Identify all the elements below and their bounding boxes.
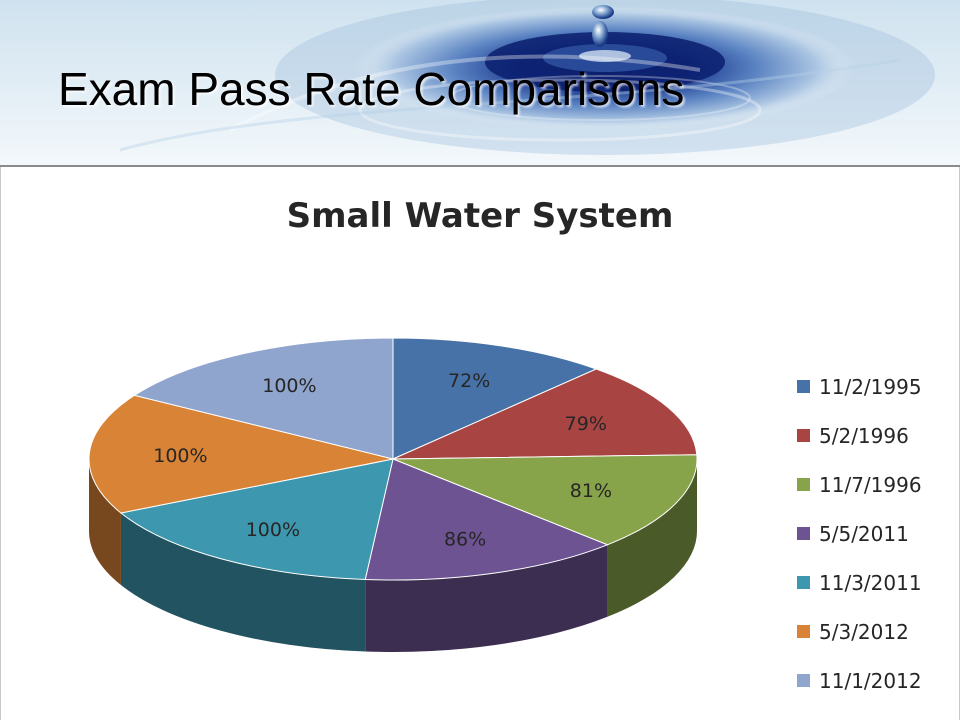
chart-legend: 11/2/1995 5/2/1996 11/7/1996 5/5/2011 11/3/2… <box>797 362 922 705</box>
header-divider <box>0 165 960 167</box>
slide-title: Exam Pass Rate Comparisons <box>58 63 685 115</box>
pie-data-labels: 72% 79% 81% 86% 100% 100% 100% <box>153 370 612 551</box>
pie-sides <box>89 459 697 652</box>
pie-slice-3 <box>392 454 698 546</box>
legend-swatch <box>797 674 810 687</box>
legend-item: 11/3/2011 <box>797 558 922 607</box>
legend-item: 11/1/2012 <box>797 656 922 705</box>
water-droplet-background <box>0 0 960 165</box>
legend-label: 11/7/1996 <box>819 472 922 497</box>
pie-slices <box>88 337 698 581</box>
legend-swatch <box>797 380 810 393</box>
pie-side-3 <box>607 459 697 617</box>
pie-slice-5 <box>119 458 394 581</box>
pie-data-label-2: 79% <box>565 413 607 435</box>
legend-label: 5/2/1996 <box>819 423 909 448</box>
pie-slice-2 <box>392 368 698 460</box>
pie-data-label-6: 100% <box>153 445 207 467</box>
pie-data-label-5: 100% <box>246 519 300 541</box>
pie-data-label-7: 100% <box>262 375 316 397</box>
legend-swatch <box>797 576 810 589</box>
pie-data-label-3: 81% <box>570 480 612 502</box>
legend-swatch <box>797 625 810 638</box>
pie-slice-1 <box>392 337 598 460</box>
droplet-icon <box>592 21 608 47</box>
pie-side-6 <box>89 459 121 585</box>
chart-title: Small Water System <box>286 196 674 236</box>
legend-swatch <box>797 527 810 540</box>
legend-label: 5/3/2012 <box>819 619 909 644</box>
legend-label: 11/3/2011 <box>819 570 922 595</box>
legend-swatch <box>797 478 810 491</box>
pie-slice-7 <box>133 337 394 460</box>
pie-data-label-4: 86% <box>444 529 486 551</box>
legend-label: 5/5/2011 <box>819 521 909 546</box>
pie-slice-6 <box>88 394 394 514</box>
pie-slice-4 <box>364 458 609 581</box>
legend-item: 11/7/1996 <box>797 460 922 509</box>
legend-item: 5/5/2011 <box>797 509 922 558</box>
pie-side-5 <box>120 513 366 652</box>
legend-label: 11/1/2012 <box>819 668 922 693</box>
frame-border-left <box>0 167 1 720</box>
header-banner: Exam Pass Rate Comparisons <box>0 0 960 165</box>
pie-data-label-1: 72% <box>448 370 490 392</box>
legend-item: 5/2/1996 <box>797 411 922 460</box>
legend-item: 11/2/1995 <box>797 362 922 411</box>
legend-label: 11/2/1995 <box>819 374 922 399</box>
pie-side-4 <box>365 544 608 652</box>
legend-swatch <box>797 429 810 442</box>
legend-item: 5/3/2012 <box>797 607 922 656</box>
